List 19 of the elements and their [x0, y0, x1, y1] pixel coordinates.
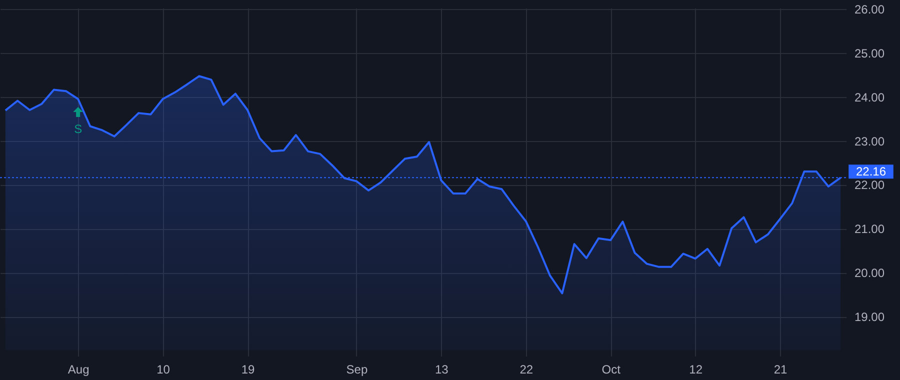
y-tick-label: 26.00 [854, 2, 885, 16]
ref-line-label: 22.16 [856, 164, 886, 179]
y-tick-label: 23.00 [854, 134, 885, 148]
annotation: S [74, 122, 82, 136]
x-tick-label: Oct [602, 362, 622, 376]
x-tick-label: 21 [774, 362, 788, 376]
x-tick-label: 22 [520, 362, 534, 376]
x-tick-label: 19 [241, 362, 255, 376]
y-tick-label: 22.00 [854, 178, 885, 192]
x-tick-label: 12 [689, 362, 703, 376]
y-tick-label: 20.00 [854, 266, 885, 280]
y-tick-label: 19.00 [854, 310, 885, 324]
y-tick-label: 25.00 [854, 46, 885, 60]
y-tick-label: 24.00 [854, 90, 885, 104]
x-tick-label: Aug [68, 362, 90, 376]
y-tick-label: 21.00 [854, 222, 885, 236]
x-tick-label: 13 [434, 362, 449, 376]
x-tick-label: 10 [156, 362, 170, 376]
x-tick-label: Sep [346, 362, 368, 376]
